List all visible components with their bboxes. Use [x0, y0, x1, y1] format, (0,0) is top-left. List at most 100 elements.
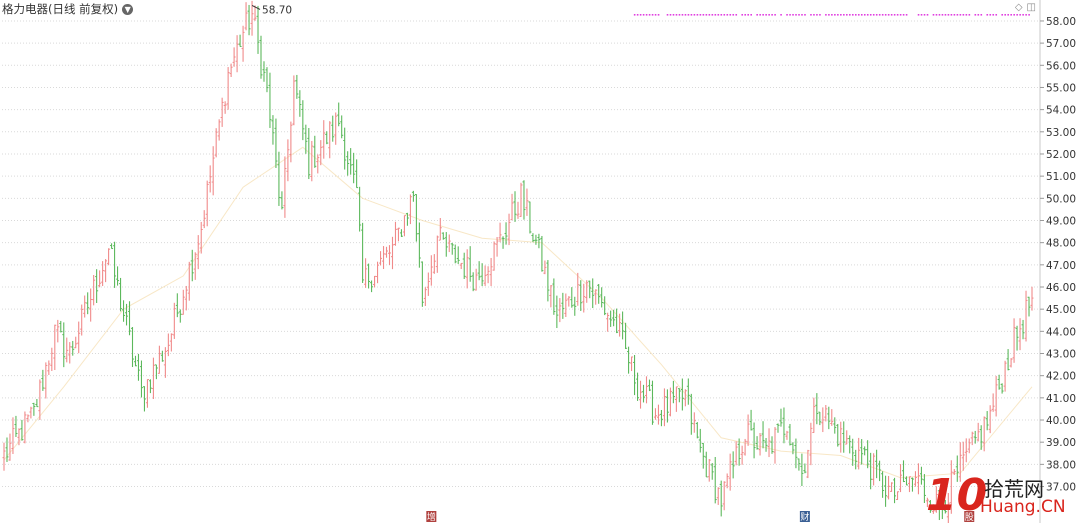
price-bar: [785, 430, 789, 440]
price-bar: [29, 406, 33, 419]
price-bar: [250, 0, 254, 36]
indicator-dots: [633, 14, 1030, 16]
price-bar: [985, 411, 989, 431]
window-icon[interactable]: ◫: [1026, 2, 1036, 13]
indicator-dot: [834, 14, 836, 16]
chevron-down-icon[interactable]: ▼: [122, 3, 134, 15]
max-price-label: 58.70: [262, 4, 292, 16]
price-bar: [274, 118, 278, 168]
indicator-dot: [932, 14, 935, 16]
price-bar: [483, 265, 487, 286]
price-bar: [125, 303, 129, 326]
price-bar: [68, 342, 72, 364]
price-bar: [1021, 319, 1025, 340]
price-bar: [570, 287, 574, 308]
price-bar: [695, 422, 699, 439]
price-bar: [337, 102, 341, 127]
indicator-dot: [681, 14, 684, 16]
indicator-dot: [825, 14, 827, 16]
price-bar: [89, 288, 93, 322]
price-bar: [349, 148, 353, 175]
indicator-dot: [780, 14, 782, 16]
price-bar: [997, 374, 1001, 390]
event-marker[interactable]: 财: [799, 511, 810, 523]
price-bar: [910, 477, 914, 492]
price-bar: [501, 236, 505, 249]
price-bar: [767, 428, 771, 458]
price-bar: [310, 140, 314, 182]
indicator-dot: [857, 14, 860, 16]
price-bar: [522, 180, 526, 220]
indicator-dot: [1010, 14, 1012, 16]
y-tick-label: 50.00: [1046, 193, 1076, 205]
price-bar: [922, 474, 926, 504]
price-bar: [35, 399, 39, 408]
price-bar: [495, 236, 499, 257]
price-bar: [698, 428, 702, 453]
price-bar: [827, 406, 831, 430]
price-bar: [5, 437, 9, 462]
price-bar: [749, 409, 753, 431]
price-bar: [59, 320, 63, 333]
diamond-icon[interactable]: ◇: [1014, 2, 1023, 13]
price-bar: [468, 246, 472, 282]
price-bar: [979, 425, 983, 450]
price-bar: [80, 304, 84, 336]
price-bar: [119, 277, 123, 312]
indicator-dot: [843, 14, 845, 16]
price-bar: [62, 322, 66, 368]
price-bar: [292, 75, 296, 126]
event-badge[interactable]: [426, 511, 437, 522]
indicator-dot: [789, 14, 791, 16]
price-bar: [492, 241, 496, 271]
indicator-dot: [959, 14, 962, 16]
price-bar: [256, 5, 260, 54]
price-bar: [286, 139, 290, 182]
event-badge[interactable]: [964, 511, 975, 522]
price-bar: [2, 442, 6, 471]
event-marker[interactable]: 股: [964, 511, 975, 523]
y-tick-label: 56.00: [1046, 60, 1076, 72]
price-bar: [148, 379, 152, 394]
event-marker[interactable]: 增: [426, 511, 437, 523]
indicator-dot: [693, 14, 696, 16]
indicator-dot: [726, 14, 729, 16]
indicator-dot: [711, 14, 714, 16]
event-badge[interactable]: [799, 511, 810, 522]
price-bar: [833, 417, 837, 434]
price-bar: [884, 475, 888, 507]
indicator-dot: [735, 14, 738, 16]
indicator-dot: [636, 14, 639, 16]
price-bar: [650, 380, 654, 425]
indicator-dot: [798, 14, 800, 16]
price-bar: [567, 296, 571, 307]
grid-lines: [2, 20, 1040, 488]
price-bar: [44, 362, 48, 399]
price-bar: [591, 278, 595, 309]
price-bar: [26, 414, 30, 423]
price-bar: [916, 463, 920, 495]
price-bar: [863, 446, 867, 456]
indicator-dot: [980, 14, 983, 16]
price-bar: [842, 421, 846, 453]
indicator-dot: [846, 14, 848, 16]
price-bar: [77, 321, 81, 354]
price-bar: [976, 422, 980, 442]
price-bar: [588, 280, 592, 299]
price-bar: [459, 262, 463, 270]
price-bar: [630, 356, 634, 372]
price-bar: [1009, 358, 1013, 368]
price-bar: [426, 272, 430, 296]
price-bar: [1027, 296, 1031, 317]
price-bar: [606, 312, 610, 332]
price-bar: [677, 388, 681, 403]
price-bars: [2, 0, 1034, 527]
y-tick-label: 39.00: [1046, 437, 1076, 449]
indicator-dot: [699, 14, 702, 16]
price-bar: [122, 300, 126, 322]
price-bar: [74, 336, 78, 349]
price-bar: [184, 285, 188, 311]
price-bar: [818, 411, 822, 426]
price-bar: [411, 190, 415, 202]
indicator-dot: [941, 14, 944, 16]
